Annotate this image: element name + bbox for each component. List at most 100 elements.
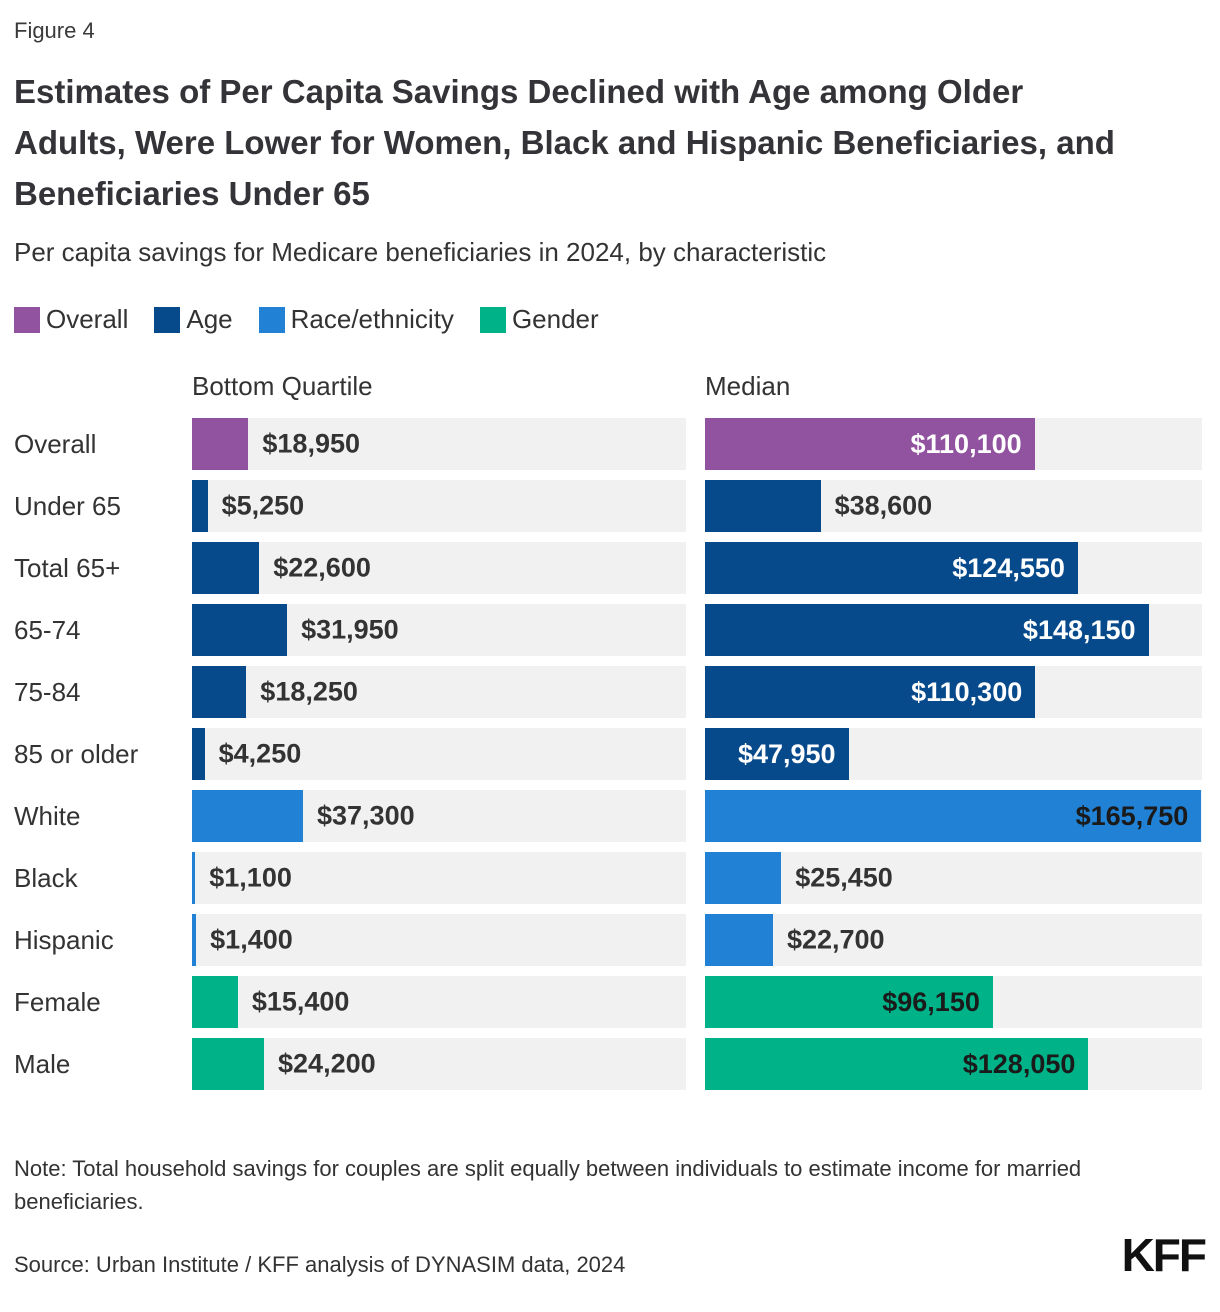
bottom-quartile-total-65--track: $22,600 [192,542,686,595]
median-under-65-bar [705,480,821,533]
median-black-value-label: $25,450 [795,862,893,893]
chart: Bottom Quartile Median Overall $18,950 $11… [14,371,1205,1091]
footer: Source: Urban Institute / KFF analysis o… [14,1229,1207,1282]
median-hispanic-track: $22,700 [705,914,1202,967]
median-75-84-value-label: $110,300 [911,676,1023,707]
median-under-65-value-label: $38,600 [834,490,933,521]
median-65-74-bar: $148,150 [705,604,1149,657]
median-total-65--bar: $124,550 [705,542,1078,595]
median-hispanic-bar [705,914,773,967]
bottom-quartile-under-65-track: $5,250 [192,480,686,533]
bottom-quartile-black-value-label: $1,100 [209,862,292,893]
bottom-quartile-black-track: $1,100 [192,852,686,905]
bottom-quartile-65-74-value-label: $31,950 [301,614,399,645]
row-label-white: White [14,800,81,831]
bar-row-white: White $37,300 $165,750 [14,790,1205,843]
bottom-quartile-female-track: $15,400 [192,976,686,1029]
median-white-bar: $165,750 [705,790,1202,843]
bottom-quartile-male-value-label: $24,200 [278,1048,376,1079]
kff-logo: KFF [1121,1229,1207,1282]
median-female-track: $96,150 [705,976,1202,1029]
bottom-quartile-total-65--value-label: $22,600 [273,552,371,583]
bottom-quartile-under-65-value-label: $5,250 [221,490,305,521]
column-headers: Bottom Quartile Median [14,371,1205,402]
figure-page: Figure 4 Estimates of Per Capita Savings… [14,18,1207,1282]
legend-label: Overall [46,304,129,335]
median-overall-track: $110,100 [705,418,1202,471]
row-label-female: Female [14,986,101,1017]
median-under-65-track: $38,600 [705,480,1202,533]
median-85-or-older-value-label: $47,950 [737,738,836,769]
page-title: Estimates of Per Capita Savings Declined… [14,73,1115,213]
bottom-quartile-85-or-older-value-label: $4,250 [218,738,302,769]
row-label-85-or-older: 85 or older [14,738,139,769]
bottom-quartile-white-track: $37,300 [192,790,686,843]
row-label-overall: Overall [14,428,97,459]
legend-label: Gender [511,304,599,335]
legend-label: Age [186,304,233,335]
bar-row-65-74: 65-74 $31,950 $148,150 [14,604,1205,657]
median-white-track: $165,750 [705,790,1202,843]
median-overall-value-label: $110,100 [910,428,1022,459]
row-label-75-84: 75-84 [14,676,81,707]
row-label-male: Male [14,1048,71,1079]
bar-row-85-or-older: 85 or older $4,250 $47,950 [14,728,1205,781]
bottom-quartile-male-bar [192,1038,265,1091]
bottom-quartile-black-bar [192,852,196,905]
median-65-74-value-label: $148,150 [1022,614,1136,645]
bar-row-female: Female $15,400 $96,150 [14,976,1205,1029]
bar-row-black: Black $1,100 $25,450 [14,852,1205,905]
median-65-74-track: $148,150 [705,604,1202,657]
legend-label: Race/ethnicity [290,304,454,335]
bar-row-75-84: 75-84 $18,250 $110,300 [14,666,1205,719]
bottom-quartile-under-65-bar [192,480,208,533]
legend: Overall Age Race/ethnicity Gender [14,304,1205,335]
bottom-quartile-75-84-value-label: $18,250 [260,676,358,707]
bottom-quartile-male-track: $24,200 [192,1038,686,1091]
median-overall-bar: $110,100 [705,418,1035,471]
row-label-under-65: Under 65 [14,490,121,521]
median-black-bar [705,852,782,905]
bottom-quartile-75-84-bar [192,666,247,719]
bar-row-overall: Overall $18,950 $110,100 [14,418,1205,471]
row-label-total-65-: Total 65+ [14,552,121,583]
legend-swatch-icon [258,306,285,333]
median-75-84-bar: $110,300 [705,666,1036,719]
legend-swatch-icon [14,306,40,333]
median-total-65--value-label: $124,550 [952,552,1065,583]
row-label-black: Black [14,862,78,893]
bottom-quartile-hispanic-track: $1,400 [192,914,686,967]
median-male-track: $128,050 [705,1038,1202,1091]
bottom-quartile-overall-track: $18,950 [192,418,686,471]
median-male-value-label: $128,050 [962,1048,1076,1079]
median-85-or-older-track: $47,950 [705,728,1202,781]
page-subtitle: Per capita savings for Medicare benefici… [14,237,827,268]
median-85-or-older-bar: $47,950 [705,728,849,781]
legend-item-race-ethnicity: Race/ethnicity [258,304,454,335]
bottom-quartile-overall-bar [192,418,249,471]
note-text: Note: Total household savings for couple… [14,1156,1082,1215]
bottom-quartile-85-or-older-track: $4,250 [192,728,686,781]
bottom-quartile-female-bar [192,976,238,1029]
median-total-65--track: $124,550 [705,542,1202,595]
source-text: Source: Urban Institute / KFF analysis o… [14,1252,626,1278]
bar-row-under-65: Under 65 $5,250 $38,600 [14,480,1205,533]
bottom-quartile-white-value-label: $37,300 [317,800,415,831]
bottom-quartile-hispanic-bar [192,914,197,967]
bar-row-total-65-: Total 65+ $22,600 $124,550 [14,542,1205,595]
bottom-quartile-total-65--bar [192,542,260,595]
median-white-value-label: $165,750 [1075,800,1189,831]
bar-rows: Overall $18,950 $110,100 Under 65 $5,250 $38,… [14,418,1205,1091]
legend-item-age: Age [154,304,233,335]
legend-item-gender: Gender [479,304,599,335]
bottom-quartile-white-bar [192,790,303,843]
median-male-bar: $128,050 [705,1038,1089,1091]
legend-item-overall: Overall [14,304,128,335]
median-female-bar: $96,150 [705,976,993,1029]
median-female-value-label: $96,150 [882,986,980,1017]
bar-row-hispanic: Hispanic $1,400 $22,700 [14,914,1205,967]
legend-swatch-icon [154,306,181,333]
bottom-quartile-hispanic-value-label: $1,400 [210,924,293,955]
median-hispanic-value-label: $22,700 [786,924,885,955]
column-header-bottom-quartile: Bottom Quartile [192,371,373,402]
